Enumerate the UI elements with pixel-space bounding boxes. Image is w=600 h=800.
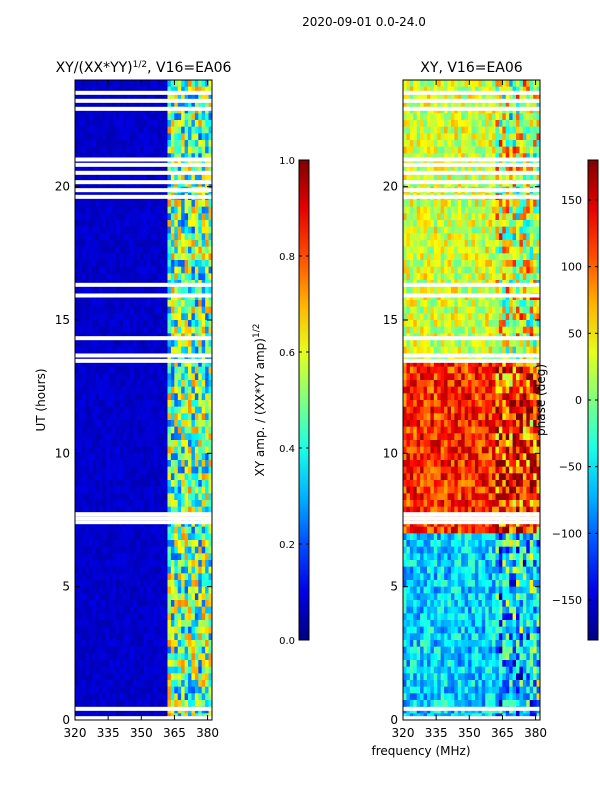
flagged-row [403, 282, 540, 287]
y-tick-label: 20 [383, 180, 398, 194]
flagged-row [75, 336, 212, 341]
flagged-row [403, 106, 540, 111]
flagged-row [403, 194, 540, 199]
y-tick-label: 0 [390, 713, 398, 727]
y-tick-label: 15 [55, 313, 70, 327]
x-tick-label: 350 [130, 726, 153, 740]
flagged-row [75, 512, 212, 517]
flagged-row [75, 516, 212, 521]
y-tick-label: 5 [62, 580, 70, 594]
flagged-row [75, 162, 212, 167]
y-tick-label: 0 [62, 713, 70, 727]
chart-title: XY/(XX*YY)1/2, V16=EA06 [56, 60, 232, 76]
heatmap-cells [75, 80, 213, 721]
colorbar-tick-label: −100 [552, 527, 582, 540]
flagged-row [75, 194, 212, 199]
y-tick-label: 10 [383, 446, 398, 460]
flagged-row [75, 358, 212, 363]
y-axis-label: UT (hours) [34, 368, 48, 431]
flagged-row [75, 520, 212, 525]
x-tick-label: 350 [458, 726, 481, 740]
flagged-row [75, 98, 212, 103]
colorbar-tick-label: 0.6 [279, 348, 295, 359]
flagged-row [403, 358, 540, 363]
flagged-row [75, 90, 212, 95]
x-tick-label: 320 [64, 726, 87, 740]
plot-frame [402, 79, 541, 721]
chart-panel-1: 320 335 350 365 380 0 5 10 15 20 XY/(XX*YY)1/2, V1… [34, 60, 310, 740]
x-tick-label: 335 [425, 726, 448, 740]
chart-title-exponent: 1/2 [133, 60, 147, 70]
flagged-row [75, 106, 212, 111]
chart-title-suffix: , V16=EA06 [147, 60, 231, 76]
colorbar-tick-label: 0.2 [279, 540, 295, 551]
flagged-row [75, 188, 212, 193]
flagged-row [403, 98, 540, 103]
y-tick-label: 10 [55, 446, 70, 460]
flagged-row [403, 520, 540, 525]
flagged-row [75, 170, 212, 175]
flagged-rows [403, 90, 540, 721]
flagged-row [403, 90, 540, 95]
flagged-row [403, 157, 540, 162]
flagged-row [403, 512, 540, 517]
flagged-row [403, 706, 540, 711]
flagged-row [403, 162, 540, 167]
flagged-row [403, 516, 540, 521]
flagged-row [403, 180, 540, 185]
chart-title: XY, V16=EA06 [420, 60, 522, 76]
flagged-row [403, 336, 540, 341]
flagged-rows [75, 90, 212, 721]
colorbar-tick-label: −50 [559, 461, 582, 474]
flagged-row [75, 282, 212, 287]
flagged-row [403, 353, 540, 358]
colorbar-tick-label: 0.4 [279, 444, 295, 455]
x-tick-label: 380 [196, 726, 219, 740]
figure-suptitle: 2020-09-01 0.0-24.0 [302, 15, 426, 29]
flagged-row [75, 157, 212, 162]
flagged-row [403, 716, 540, 721]
flagged-row [75, 706, 212, 711]
flagged-row [75, 353, 212, 358]
figure-xlabel: frequency (MHz) [371, 744, 470, 758]
heatmap-cells [403, 80, 541, 721]
colorbar-label: XY amp. / (XX*YY amp)1/2 [252, 324, 267, 477]
x-tick-label: 335 [97, 726, 120, 740]
flagged-row [403, 293, 540, 298]
colorbar-label-exponent: 1/2 [252, 324, 262, 338]
colorbar-tick-label: 150 [561, 194, 582, 207]
flagged-row [75, 716, 212, 721]
colorbar [298, 159, 310, 641]
colorbar-label: phase (deg) [534, 364, 548, 436]
flagged-row [403, 188, 540, 193]
colorbar-tick-label: −150 [552, 594, 582, 607]
colorbar-tick-label: 50 [568, 327, 582, 340]
x-tick-label: 365 [491, 726, 514, 740]
colorbar-tick-label: 0.0 [279, 636, 295, 647]
colorbar-tick-label: 0.8 [279, 252, 295, 263]
flagged-row [75, 293, 212, 298]
colorbar-tick-label: 1.0 [279, 156, 295, 167]
x-tick-label: 380 [524, 726, 547, 740]
x-tick-label: 320 [392, 726, 415, 740]
flagged-row [75, 180, 212, 185]
x-tick-label: 365 [163, 726, 186, 740]
plot-frame [74, 79, 213, 721]
flagged-row [403, 170, 540, 175]
chart-panel-2: 320 335 350 365 380 0 5 10 15 20 XY, V16=EA06 −150 −… [383, 60, 599, 740]
y-tick-label: 15 [383, 313, 398, 327]
colorbar-tick-label: 100 [561, 261, 582, 274]
colorbar-tick-label: 0 [575, 394, 582, 407]
y-tick-label: 5 [390, 580, 398, 594]
y-tick-label: 20 [55, 180, 70, 194]
